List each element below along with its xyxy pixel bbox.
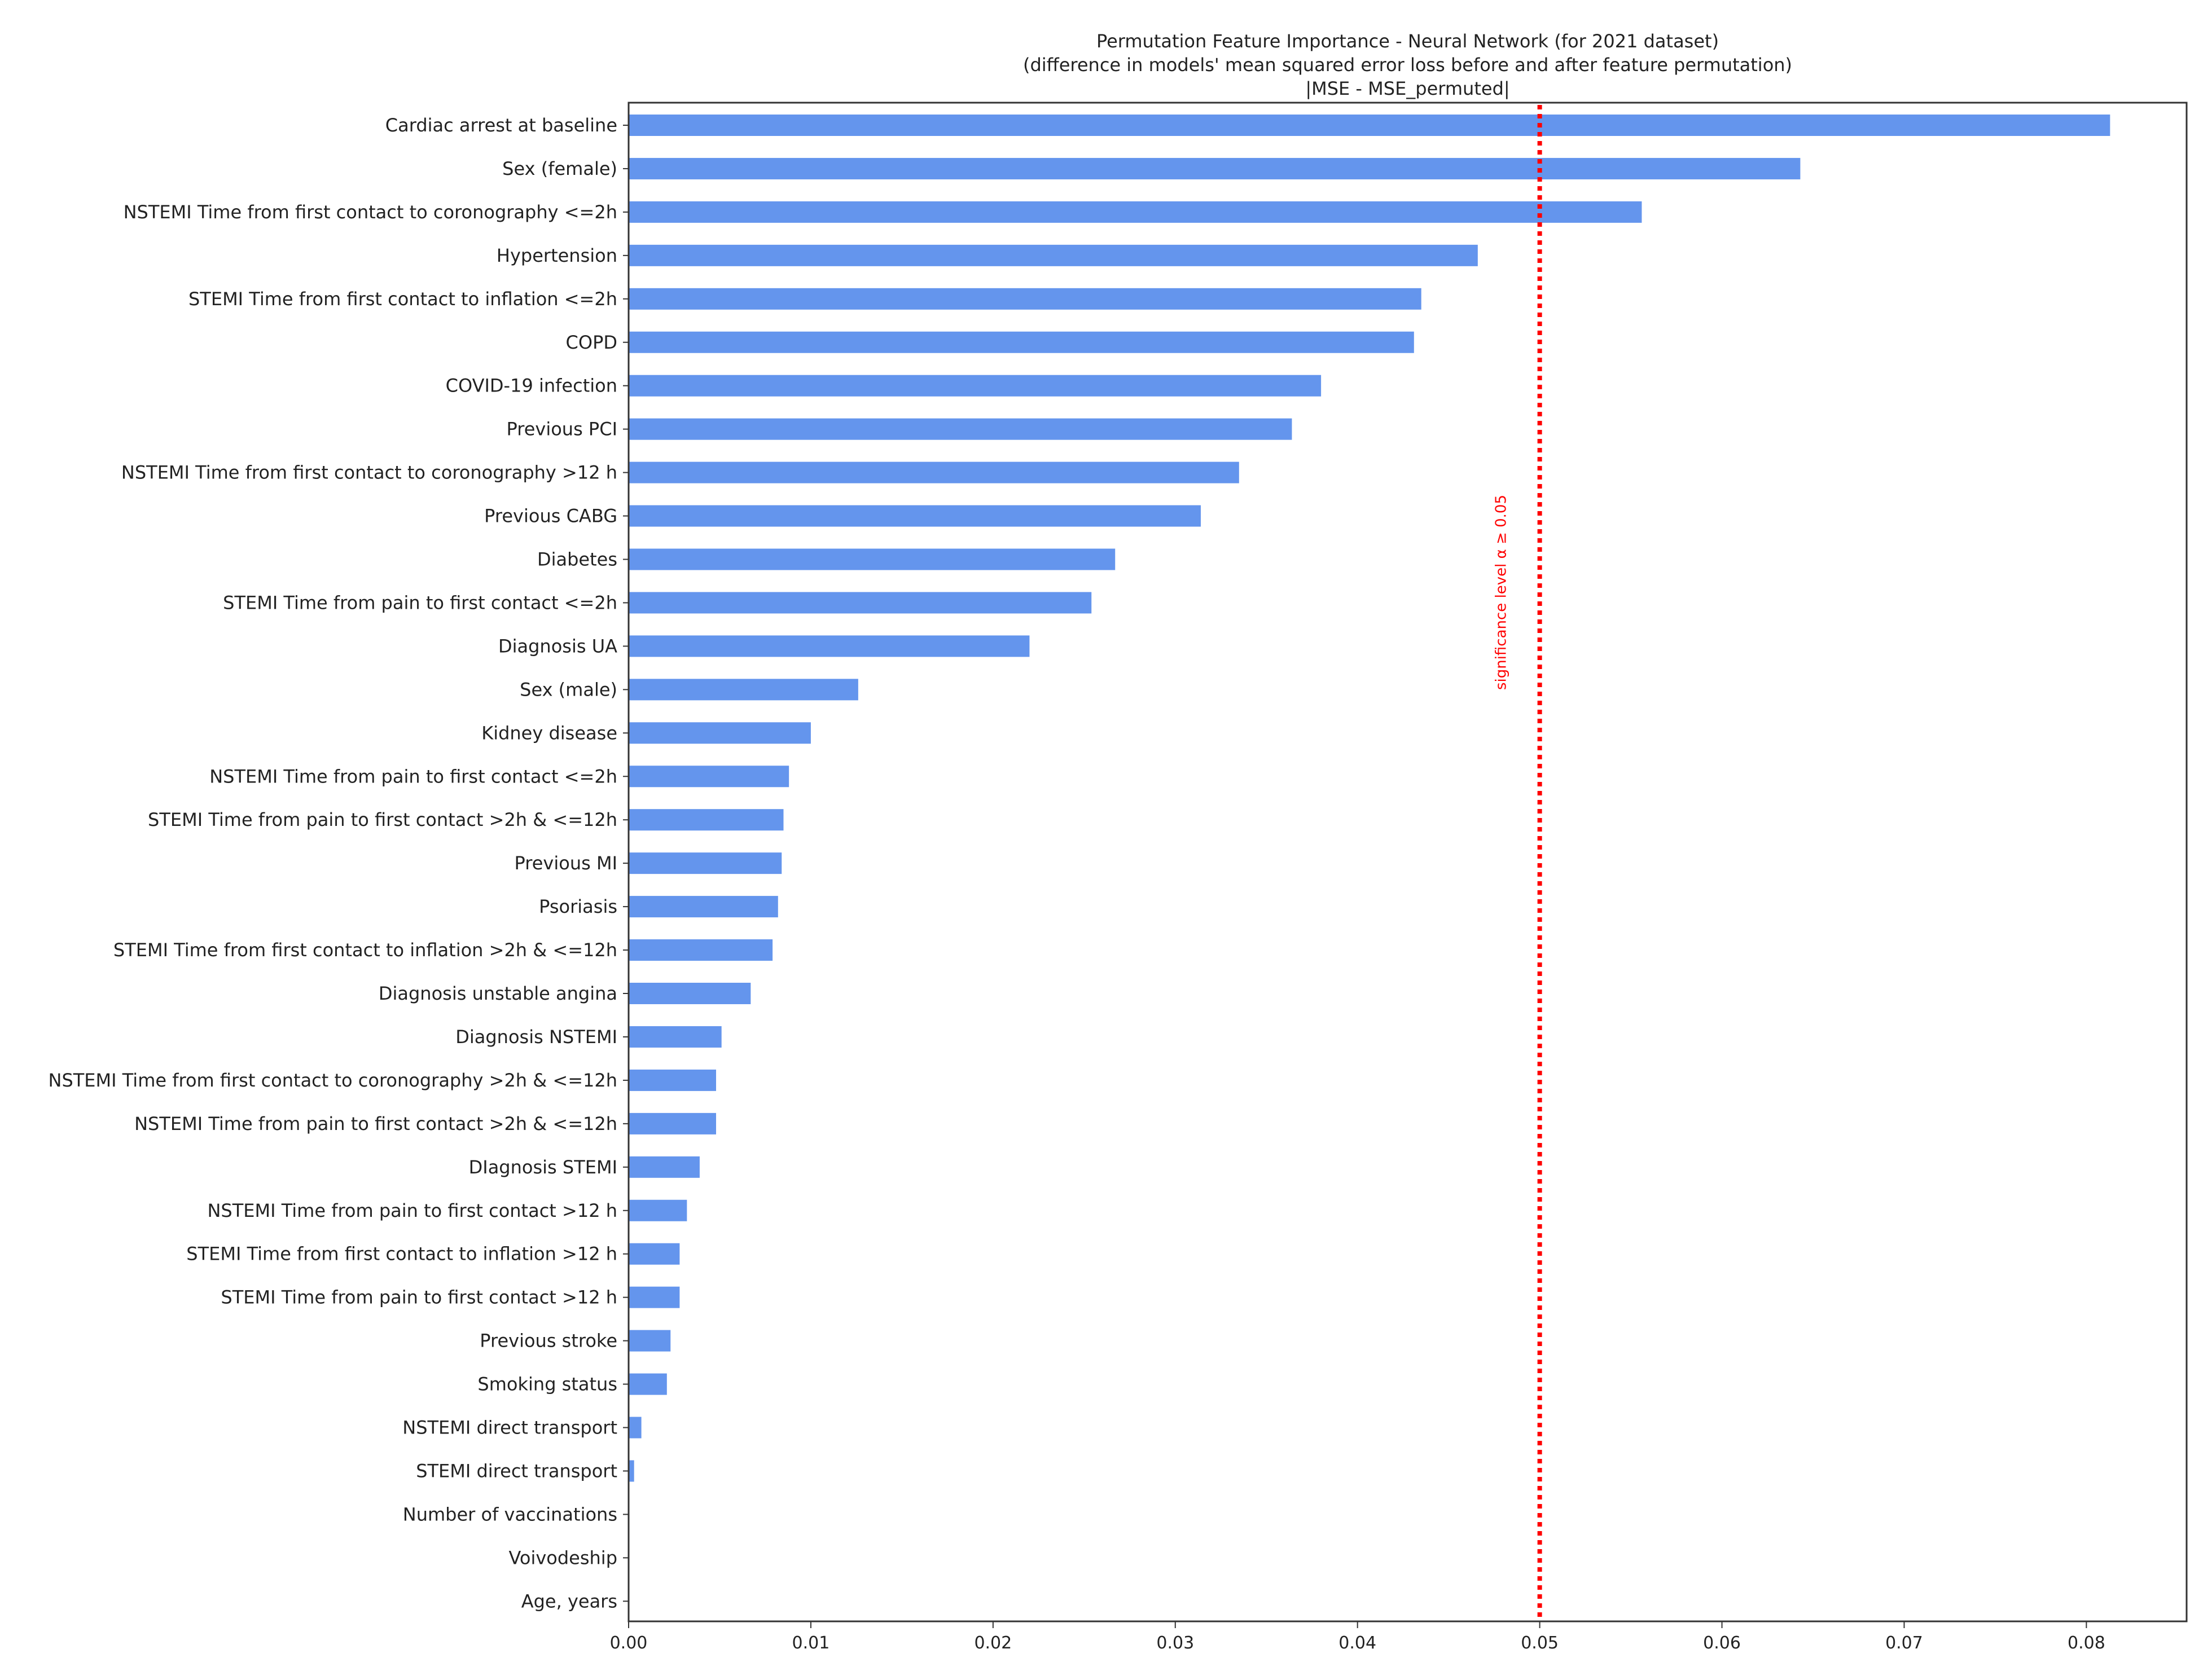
category-label: COVID-19 infection bbox=[446, 375, 617, 397]
x-axis: 0.00 0.01 0.02 0.03 0.04 0.05 0.06 0.07 0.08 bbox=[610, 1621, 2105, 1653]
bar bbox=[629, 635, 1030, 657]
category-label: Sex (male) bbox=[520, 679, 617, 700]
bar bbox=[629, 1026, 722, 1048]
bar bbox=[629, 157, 1801, 179]
category-labels: Cardiac arrest at baseline Sex (female) NS… bbox=[49, 115, 629, 1612]
x-tick-label: 0.02 bbox=[974, 1633, 1012, 1653]
bar bbox=[629, 418, 1292, 440]
chart-title: Permutation Feature Importance - Neural … bbox=[1023, 30, 1792, 99]
bar bbox=[629, 1373, 667, 1395]
category-label: NSTEMI Time from first contact to corono… bbox=[121, 462, 617, 483]
x-tick-label: 0.06 bbox=[1703, 1633, 1741, 1653]
bar bbox=[629, 1460, 634, 1482]
category-label: Previous MI bbox=[515, 852, 617, 874]
bar bbox=[629, 766, 789, 788]
chart-title-line: |MSE - MSE_permuted| bbox=[1305, 78, 1509, 99]
bar bbox=[629, 461, 1239, 483]
bar bbox=[629, 852, 782, 874]
bar bbox=[629, 1417, 642, 1439]
category-label: Diagnosis unstable angina bbox=[379, 983, 617, 1004]
x-tick-label: 0.05 bbox=[1521, 1633, 1559, 1653]
bar bbox=[629, 679, 858, 701]
bar bbox=[629, 1069, 717, 1091]
bar bbox=[629, 939, 773, 961]
category-label: Psoriasis bbox=[539, 896, 617, 917]
category-label: STEMI Time from first contact to inflati… bbox=[186, 1243, 617, 1265]
bars bbox=[629, 115, 2110, 1482]
bar bbox=[629, 1286, 680, 1308]
category-label: Diabetes bbox=[537, 549, 617, 570]
category-label: Hypertension bbox=[497, 245, 617, 266]
category-label: Diagnosis NSTEMI bbox=[455, 1026, 617, 1048]
category-label: Previous stroke bbox=[480, 1330, 617, 1352]
category-label: Previous PCI bbox=[507, 419, 617, 440]
category-label: STEMI Time from pain to first contact <=… bbox=[223, 592, 617, 613]
bar bbox=[629, 548, 1116, 570]
category-label: STEMI Time from pain to first contact >1… bbox=[221, 1287, 617, 1308]
bar bbox=[629, 201, 1642, 223]
bar bbox=[629, 809, 784, 831]
bar bbox=[629, 375, 1322, 397]
category-label: NSTEMI Time from first contact to corono… bbox=[49, 1070, 618, 1091]
category-label: Diagnosis UA bbox=[498, 635, 617, 657]
category-label: NSTEMI direct transport bbox=[402, 1417, 617, 1439]
chart-title-line: (difference in models' mean squared erro… bbox=[1023, 54, 1792, 76]
x-tick-label: 0.07 bbox=[1885, 1633, 1923, 1653]
bar bbox=[629, 1330, 671, 1352]
bar bbox=[629, 331, 1414, 353]
category-label: STEMI Time from first contact to inflati… bbox=[113, 939, 617, 961]
bar bbox=[629, 1112, 717, 1134]
category-label: NSTEMI Time from pain to first contact >… bbox=[207, 1200, 617, 1221]
category-label: STEMI Time from first contact to inflati… bbox=[188, 288, 617, 310]
category-label: Voivodeship bbox=[508, 1547, 617, 1568]
bar bbox=[629, 505, 1201, 527]
category-label: STEMI Time from pain to first contact >2… bbox=[148, 809, 617, 830]
bar bbox=[629, 1243, 680, 1265]
bar bbox=[629, 592, 1092, 614]
category-label: Number of vaccinations bbox=[403, 1503, 617, 1525]
threshold-label: significance level α ≥ 0.05 bbox=[1493, 495, 1510, 690]
category-label: Age, years bbox=[521, 1590, 617, 1612]
category-label: COPD bbox=[566, 332, 617, 353]
bar bbox=[629, 722, 811, 744]
bar bbox=[629, 288, 1421, 310]
category-label: Previous CABG bbox=[484, 505, 617, 527]
x-tick-label: 0.03 bbox=[1156, 1633, 1194, 1653]
category-label: STEMI direct transport bbox=[416, 1460, 617, 1481]
x-tick-label: 0.04 bbox=[1338, 1633, 1376, 1653]
category-label: Cardiac arrest at baseline bbox=[385, 115, 617, 136]
bar bbox=[629, 115, 2110, 136]
category-label: Smoking status bbox=[477, 1374, 617, 1395]
plot-frame bbox=[627, 102, 2188, 1622]
bar bbox=[629, 244, 1478, 266]
bar bbox=[629, 1156, 700, 1178]
significance-threshold: significance level α ≥ 0.05 bbox=[1493, 105, 1542, 1621]
x-tick-label: 0.01 bbox=[792, 1633, 830, 1653]
chart-title-line: Permutation Feature Importance - Neural … bbox=[1096, 30, 1719, 52]
category-label: NSTEMI Time from pain to first contact <… bbox=[209, 766, 617, 787]
category-label: NSTEMI Time from pain to first contact >… bbox=[134, 1113, 617, 1134]
bar bbox=[629, 896, 778, 918]
bar bbox=[629, 983, 751, 1004]
category-label: NSTEMI Time from first contact to corono… bbox=[124, 201, 617, 223]
category-label: DIagnosis STEMI bbox=[469, 1156, 617, 1178]
category-label: Sex (female) bbox=[502, 158, 617, 179]
bar bbox=[629, 1199, 687, 1221]
x-tick-label: 0.08 bbox=[2068, 1633, 2105, 1653]
category-label: Kidney disease bbox=[481, 722, 617, 744]
x-tick-label: 0.00 bbox=[610, 1633, 648, 1653]
